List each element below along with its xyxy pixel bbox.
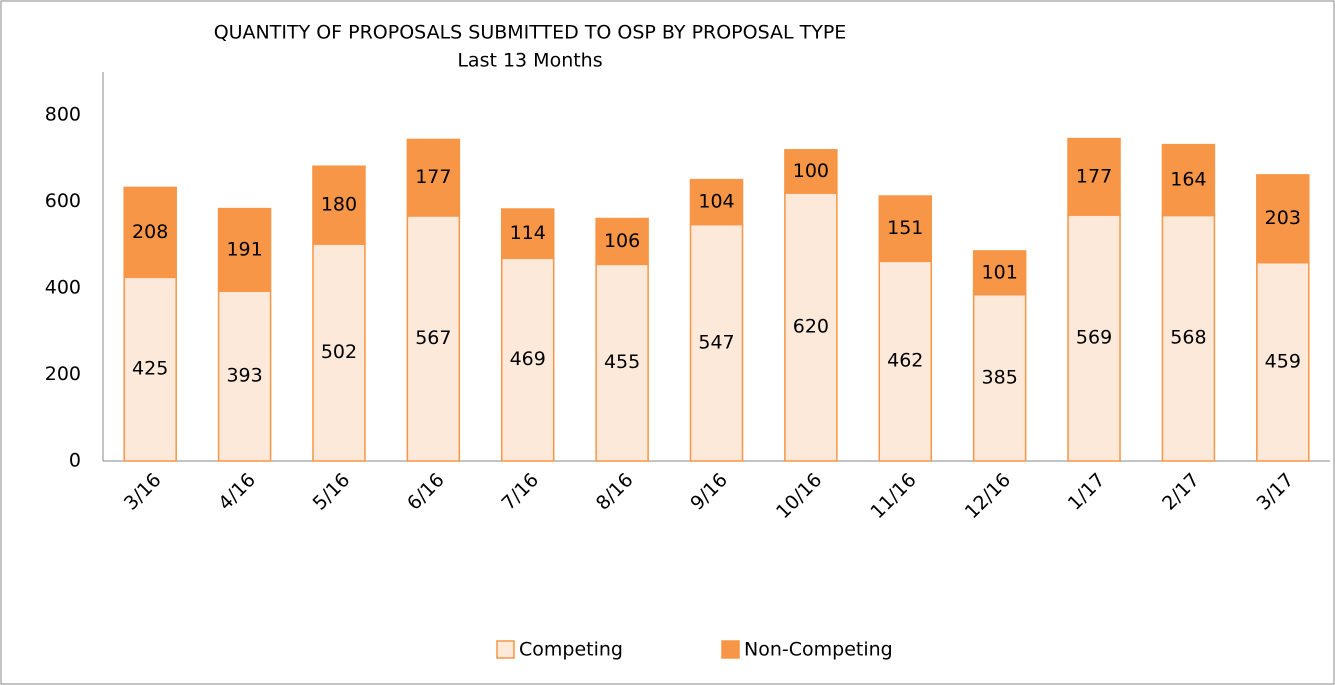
data-label: 180 [321,194,357,216]
data-label: 151 [887,217,923,239]
bar-segment [1256,174,1310,264]
data-label: 569 [1076,327,1112,349]
data-label: 191 [226,238,262,260]
data-label: 101 [982,261,1018,283]
bar-segment [1256,261,1310,462]
legend-swatch [496,640,515,659]
data-label: 459 [1265,350,1301,372]
y-tick-label: 200 [45,363,81,385]
data-label: 385 [982,366,1018,388]
y-tick-label: 600 [45,190,81,212]
bar-segment [1161,143,1216,217]
bar-segment [217,290,272,462]
data-label: 547 [698,331,734,353]
legend-label: Competing [519,639,623,661]
legend-label: Non-Competing [744,639,893,661]
y-tick-label: 400 [45,277,81,299]
chart-subtitle: Last 13 Months [457,50,602,72]
data-label: 208 [132,221,168,243]
y-tick-label: 0 [69,450,81,472]
data-label: 567 [415,327,451,349]
data-label: 502 [321,341,357,363]
data-label: 104 [698,191,734,213]
bar-segment [1067,214,1121,462]
bar-segment [406,138,461,217]
bar-segment [689,223,744,462]
bar-segment [500,208,555,260]
data-label: 568 [1170,327,1206,349]
bar-segment [1161,214,1216,462]
chart-title: QUANTITY OF PROPOSALS SUBMITTED TO OSP B… [214,22,847,44]
bar-segment [878,195,933,263]
bar-segment [312,165,366,245]
bar-segment [595,263,649,462]
bar-segment [972,293,1027,462]
data-label: 469 [510,348,546,370]
bar-segment [123,276,177,462]
data-label: 462 [887,350,923,372]
bar-segment [972,250,1027,296]
data-label: 164 [1170,169,1206,191]
legend-swatch [721,640,740,659]
bar-segment [406,215,461,462]
bar-segment [123,186,177,279]
data-label: 100 [793,160,829,182]
bar-segment [595,217,649,266]
bar-segment [312,243,366,462]
bar-segment [784,192,838,462]
y-tick-label: 800 [45,104,81,126]
bar-segment [500,257,555,462]
bar-segment [1067,137,1121,216]
data-label: 177 [1076,165,1112,187]
bar-segment [217,207,272,292]
data-label: 203 [1265,207,1301,229]
bar-segment [689,178,744,226]
data-label: 455 [604,351,640,373]
data-label: 114 [510,222,546,244]
data-label: 393 [226,365,262,387]
data-label: 620 [793,316,829,338]
bar-segment [784,149,838,194]
data-label: 177 [415,166,451,188]
data-label: 425 [132,358,168,380]
data-label: 106 [604,230,640,252]
